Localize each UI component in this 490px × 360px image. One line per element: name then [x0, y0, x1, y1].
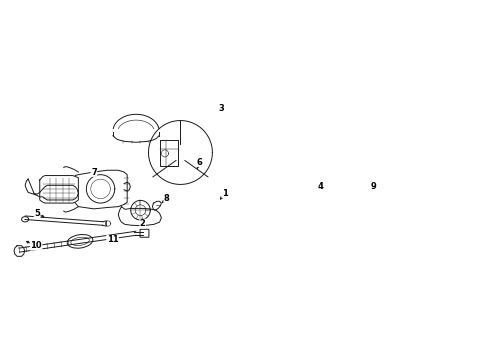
Text: 1: 1: [222, 189, 228, 198]
Text: 6: 6: [196, 158, 202, 167]
Text: 8: 8: [164, 194, 170, 203]
Text: 2: 2: [140, 219, 146, 228]
Text: 9: 9: [370, 182, 376, 191]
Text: 11: 11: [107, 235, 119, 244]
Text: 10: 10: [30, 241, 42, 250]
Text: 5: 5: [34, 209, 40, 218]
Text: 3: 3: [219, 104, 224, 113]
Text: 4: 4: [318, 182, 323, 191]
Text: 7: 7: [91, 167, 97, 176]
